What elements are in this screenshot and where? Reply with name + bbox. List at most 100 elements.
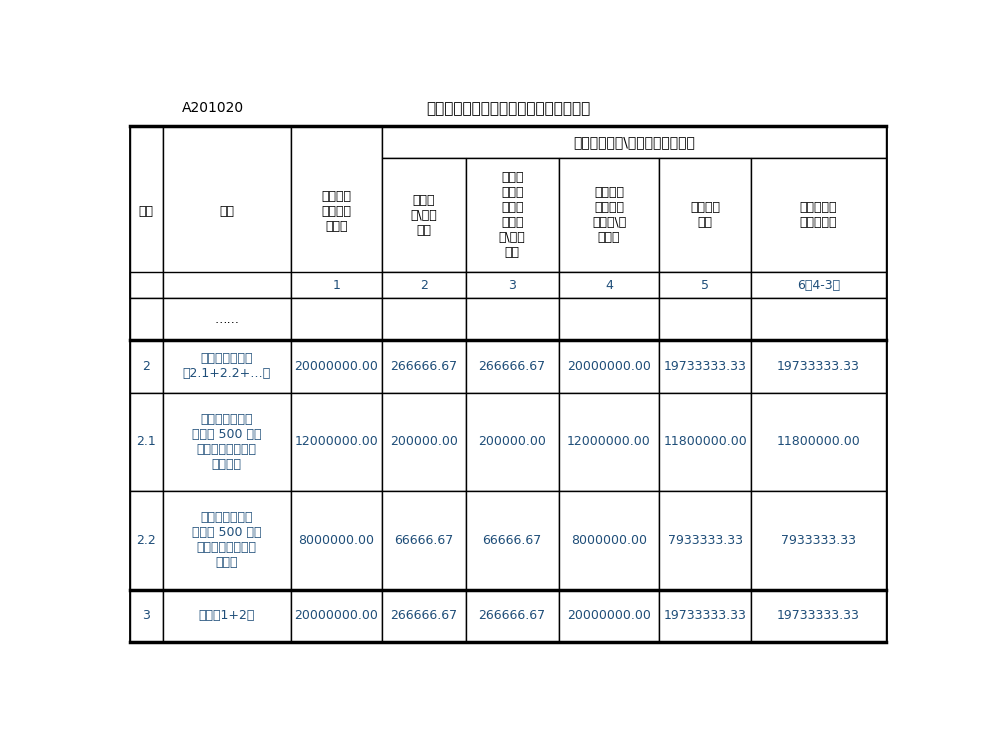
- Bar: [130, 392, 163, 491]
- Text: 8000000.00: 8000000.00: [298, 534, 375, 547]
- Text: 3: 3: [508, 279, 516, 292]
- Bar: [130, 272, 163, 298]
- Text: 266666.67: 266666.67: [479, 609, 546, 622]
- Text: 12000000.00: 12000000.00: [567, 435, 651, 448]
- Bar: [559, 340, 659, 392]
- Bar: [659, 272, 751, 298]
- Text: 20000000.00: 20000000.00: [567, 609, 651, 622]
- Bar: [466, 272, 559, 298]
- Bar: [659, 298, 751, 340]
- Bar: [559, 298, 659, 340]
- Text: 66666.67: 66666.67: [394, 534, 454, 547]
- Bar: [130, 340, 163, 392]
- Bar: [559, 590, 659, 642]
- Bar: [290, 126, 382, 298]
- Bar: [751, 159, 886, 272]
- Text: 200000.00: 200000.00: [479, 435, 546, 448]
- Bar: [382, 159, 466, 272]
- Bar: [559, 392, 659, 491]
- Text: 高新技术企业购
进单价 500 万元
以下设备、器具一
次性扣除: 高新技术企业购 进单价 500 万元 以下设备、器具一 次性扣除: [192, 413, 262, 471]
- Bar: [659, 340, 751, 392]
- Bar: [382, 392, 466, 491]
- Text: 8000000.00: 8000000.00: [571, 534, 647, 547]
- Bar: [290, 272, 382, 298]
- Text: 266666.67: 266666.67: [390, 360, 458, 373]
- Bar: [382, 272, 466, 298]
- Text: A201020: A201020: [182, 101, 244, 116]
- Bar: [466, 340, 559, 392]
- Bar: [290, 392, 382, 491]
- Text: 19733333.33: 19733333.33: [664, 360, 746, 373]
- Text: 12000000.00: 12000000.00: [294, 435, 379, 448]
- Text: 2: 2: [420, 279, 428, 292]
- Bar: [751, 340, 886, 392]
- Bar: [290, 491, 382, 590]
- Bar: [163, 126, 290, 298]
- Text: 本年享受
优惠的资
产原值: 本年享受 优惠的资 产原值: [321, 191, 351, 234]
- Bar: [382, 126, 886, 159]
- Text: 资产加速折旧、摺销（取扣）优惠明细表: 资产加速折旧、摺销（取扣）优惠明细表: [426, 101, 591, 116]
- Text: 266666.67: 266666.67: [390, 609, 458, 622]
- Text: 19733333.33: 19733333.33: [777, 609, 860, 622]
- Text: 1: 1: [332, 279, 340, 292]
- Bar: [382, 298, 466, 340]
- Bar: [466, 392, 559, 491]
- Text: ……: ……: [214, 312, 239, 326]
- Bar: [559, 159, 659, 272]
- Text: 5: 5: [701, 279, 710, 292]
- Text: 20000000.00: 20000000.00: [567, 360, 651, 373]
- Text: 7933333.33: 7933333.33: [668, 534, 742, 547]
- Text: 11800000.00: 11800000.00: [776, 435, 860, 448]
- Bar: [163, 491, 290, 590]
- Bar: [466, 159, 559, 272]
- Text: 享受加速
政策计算
的折旧\摺
销金额: 享受加速 政策计算 的折旧\摺 销金额: [592, 187, 626, 244]
- Bar: [751, 392, 886, 491]
- Bar: [163, 272, 290, 298]
- Text: 20000000.00: 20000000.00: [294, 360, 379, 373]
- Text: 账载折
旧\摺销
金额: 账载折 旧\摺销 金额: [410, 194, 437, 237]
- Bar: [559, 491, 659, 590]
- Bar: [163, 590, 290, 642]
- Text: 19733333.33: 19733333.33: [777, 360, 860, 373]
- Bar: [130, 126, 163, 298]
- Bar: [466, 590, 559, 642]
- Text: 3: 3: [143, 609, 151, 622]
- Bar: [130, 590, 163, 642]
- Bar: [382, 590, 466, 642]
- Bar: [130, 126, 886, 642]
- Bar: [659, 491, 751, 590]
- Text: 2: 2: [143, 360, 151, 373]
- Bar: [163, 340, 290, 392]
- Text: 高新技术企业购
进单价 500 万元
以上设备、器具一
次性扣: 高新技术企业购 进单价 500 万元 以上设备、器具一 次性扣: [192, 511, 262, 569]
- Bar: [382, 491, 466, 590]
- Text: 266666.67: 266666.67: [479, 360, 546, 373]
- Bar: [466, 491, 559, 590]
- Text: 4: 4: [606, 279, 613, 292]
- Bar: [466, 298, 559, 340]
- Text: 本年累计折旧\摺销（取扣）金额: 本年累计折旧\摺销（取扣）金额: [573, 135, 695, 150]
- Bar: [163, 298, 290, 340]
- Text: 20000000.00: 20000000.00: [294, 609, 379, 622]
- Text: 行次: 行次: [139, 206, 154, 218]
- Text: 2.1: 2.1: [137, 435, 157, 448]
- Text: 19733333.33: 19733333.33: [664, 609, 746, 622]
- Text: 2.2: 2.2: [137, 534, 157, 547]
- Text: 6（4-3）: 6（4-3）: [797, 279, 839, 292]
- Bar: [163, 392, 290, 491]
- Bar: [130, 491, 163, 590]
- Bar: [659, 590, 751, 642]
- Bar: [659, 392, 751, 491]
- Bar: [751, 590, 886, 642]
- Bar: [751, 272, 886, 298]
- Bar: [751, 298, 886, 340]
- Text: 二、一次性扣除
（2.1+2.2+…）: 二、一次性扣除 （2.1+2.2+…）: [182, 352, 271, 380]
- Text: 项目: 项目: [219, 206, 234, 218]
- Text: 7933333.33: 7933333.33: [781, 534, 856, 547]
- Text: 纳税调减
金额: 纳税调减 金额: [690, 201, 720, 230]
- Text: 200000.00: 200000.00: [389, 435, 458, 448]
- Text: 66666.67: 66666.67: [483, 534, 542, 547]
- Bar: [290, 340, 382, 392]
- Text: 按照税
收一般
规定计
算的折
旧\摺销
金额: 按照税 收一般 规定计 算的折 旧\摺销 金额: [498, 172, 525, 259]
- Bar: [751, 491, 886, 590]
- Text: 享受加速政
策优惠金额: 享受加速政 策优惠金额: [800, 201, 837, 230]
